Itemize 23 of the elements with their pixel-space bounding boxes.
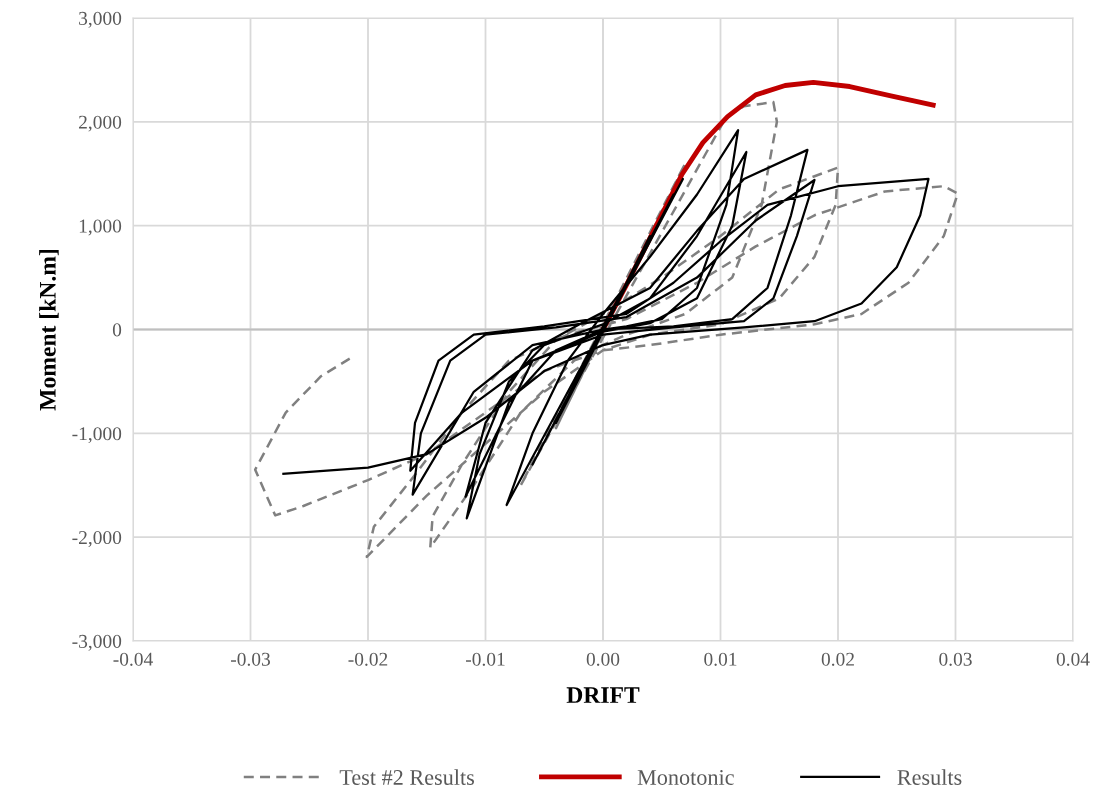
y-tick-label: 3,000: [79, 11, 122, 28]
line-series: [253, 100, 960, 559]
x-tick-label: 0.04: [1056, 652, 1090, 666]
y-axis-title: Moment [kN.m]: [39, 249, 59, 411]
x-tick-label: -0.02: [348, 652, 388, 666]
x-tick-label: 0.00: [586, 652, 620, 666]
line-series: [282, 129, 930, 520]
x-tick-label: 0.03: [939, 652, 972, 666]
y-tick-label: 2,000: [78, 115, 122, 132]
y-tick-label: -1,000: [72, 427, 122, 444]
legend-label: Test #2 Results: [339, 769, 474, 785]
y-tick-label: -2,000: [72, 530, 122, 547]
y-tick-label: -3,000: [72, 634, 122, 651]
x-tick-label: 0.02: [821, 652, 854, 666]
x-axis-title: DRIFT: [566, 687, 640, 703]
x-tick-label: -0.03: [230, 652, 270, 666]
x-tick-label: 0.01: [704, 652, 737, 666]
x-tick-label: -0.04: [113, 652, 153, 666]
y-tick-label: 0: [112, 323, 122, 337]
x-tick-label: -0.01: [465, 652, 505, 666]
legend-label: Monotonic: [637, 770, 734, 785]
legend-label: Results: [897, 769, 962, 785]
y-tick-label: 1,000: [79, 219, 122, 236]
